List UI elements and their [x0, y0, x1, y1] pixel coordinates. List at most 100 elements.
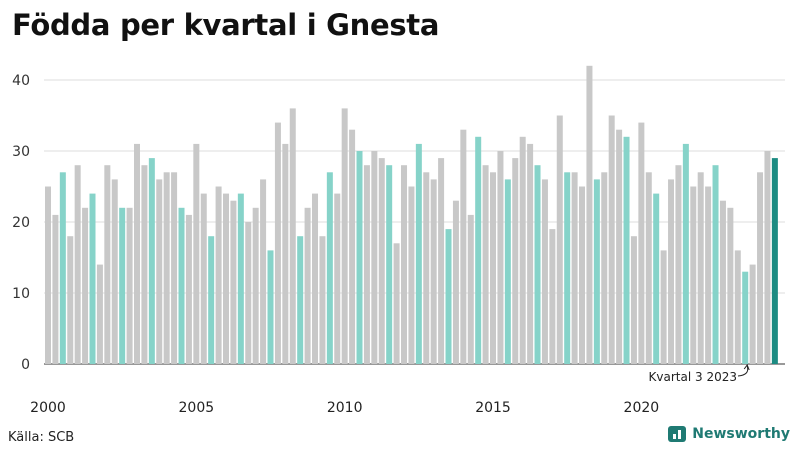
- bar: [119, 207, 126, 364]
- x-tick-label: 2005: [179, 400, 215, 416]
- x-tick-label: 2015: [475, 400, 511, 416]
- bar: [163, 172, 170, 364]
- bar: [675, 165, 682, 364]
- bar: [282, 143, 289, 364]
- bars: [45, 65, 778, 365]
- bar: [653, 193, 660, 364]
- bar: [690, 186, 697, 364]
- bar: [467, 214, 474, 364]
- bar: [764, 151, 771, 364]
- bar: [326, 172, 333, 364]
- bar: [223, 193, 230, 364]
- bar: [111, 179, 118, 364]
- bar: [549, 229, 556, 364]
- y-tick-label: 30: [12, 144, 30, 160]
- bar: [771, 158, 778, 364]
- bar: [401, 165, 408, 364]
- x-tick-label: 2000: [30, 400, 66, 416]
- bar: [230, 200, 237, 364]
- bar: [297, 236, 304, 364]
- bar: [356, 151, 363, 364]
- bar: [616, 129, 623, 364]
- bar: [719, 200, 726, 364]
- bar: [490, 172, 497, 364]
- bar: [697, 172, 704, 364]
- bar: [67, 236, 74, 364]
- bar: [438, 158, 445, 364]
- bar: [378, 158, 385, 364]
- bar: [638, 122, 645, 364]
- bar: [593, 179, 600, 364]
- y-tick-label: 10: [12, 286, 30, 302]
- bar: [304, 207, 311, 364]
- bar: [371, 151, 378, 364]
- bar: [289, 108, 296, 365]
- bar: [645, 172, 652, 364]
- bar: [141, 165, 148, 364]
- bar: [519, 136, 526, 364]
- bar: [193, 143, 200, 364]
- bar: [586, 65, 593, 365]
- newsworthy-logo[interactable]: Newsworthy: [668, 426, 790, 442]
- bar: [334, 193, 341, 364]
- bar: [267, 250, 274, 364]
- y-tick-label: 20: [12, 215, 30, 231]
- bar: [601, 172, 608, 364]
- bar: [208, 236, 215, 364]
- bar: [393, 243, 400, 364]
- bar: [415, 143, 422, 364]
- bar: [734, 250, 741, 364]
- bar: [423, 172, 430, 364]
- bar: [82, 207, 89, 364]
- bar: [148, 158, 155, 364]
- bar: [171, 172, 178, 364]
- brand-name: Newsworthy: [692, 426, 790, 442]
- bar: [512, 158, 519, 364]
- bar: [757, 172, 764, 364]
- bar: [156, 179, 163, 364]
- bar: [74, 165, 81, 364]
- bar: [52, 214, 59, 364]
- bar: [556, 115, 563, 364]
- bar: [430, 179, 437, 364]
- bar: [349, 129, 356, 364]
- y-tick-label: 40: [12, 73, 30, 89]
- bar: [534, 165, 541, 364]
- bar: [319, 236, 326, 364]
- bar: [178, 207, 185, 364]
- bar: [623, 136, 630, 364]
- bar: [445, 229, 452, 364]
- bar: [237, 193, 244, 364]
- bar: [312, 193, 319, 364]
- annotation-arrowhead: [743, 363, 750, 371]
- bar: [660, 250, 667, 364]
- bar: [705, 186, 712, 364]
- bar: [475, 136, 482, 364]
- bar: [104, 165, 111, 364]
- x-axis-ticks: 2000 2005 2010 2015 2020: [30, 400, 659, 416]
- bar: [682, 143, 689, 364]
- bar: [749, 264, 756, 364]
- annotation-label: Kvartal 3 2023: [649, 370, 737, 384]
- bar: [200, 193, 207, 364]
- bar: [363, 165, 370, 364]
- bar: [504, 179, 511, 364]
- bar: [185, 214, 192, 364]
- bar: [712, 165, 719, 364]
- bar: [126, 207, 133, 364]
- bar: [59, 172, 66, 364]
- newsworthy-icon: [668, 426, 687, 442]
- bar: [45, 186, 51, 364]
- x-tick-label: 2010: [327, 400, 363, 416]
- bar: [274, 122, 281, 364]
- bar: [260, 179, 267, 364]
- bar: [482, 165, 489, 364]
- annotation-arrow: [737, 365, 749, 377]
- bar: [527, 143, 534, 364]
- bar: [668, 179, 675, 364]
- bar: [245, 222, 252, 364]
- bar: [252, 207, 259, 364]
- bar: [460, 129, 467, 364]
- bar: [215, 186, 222, 364]
